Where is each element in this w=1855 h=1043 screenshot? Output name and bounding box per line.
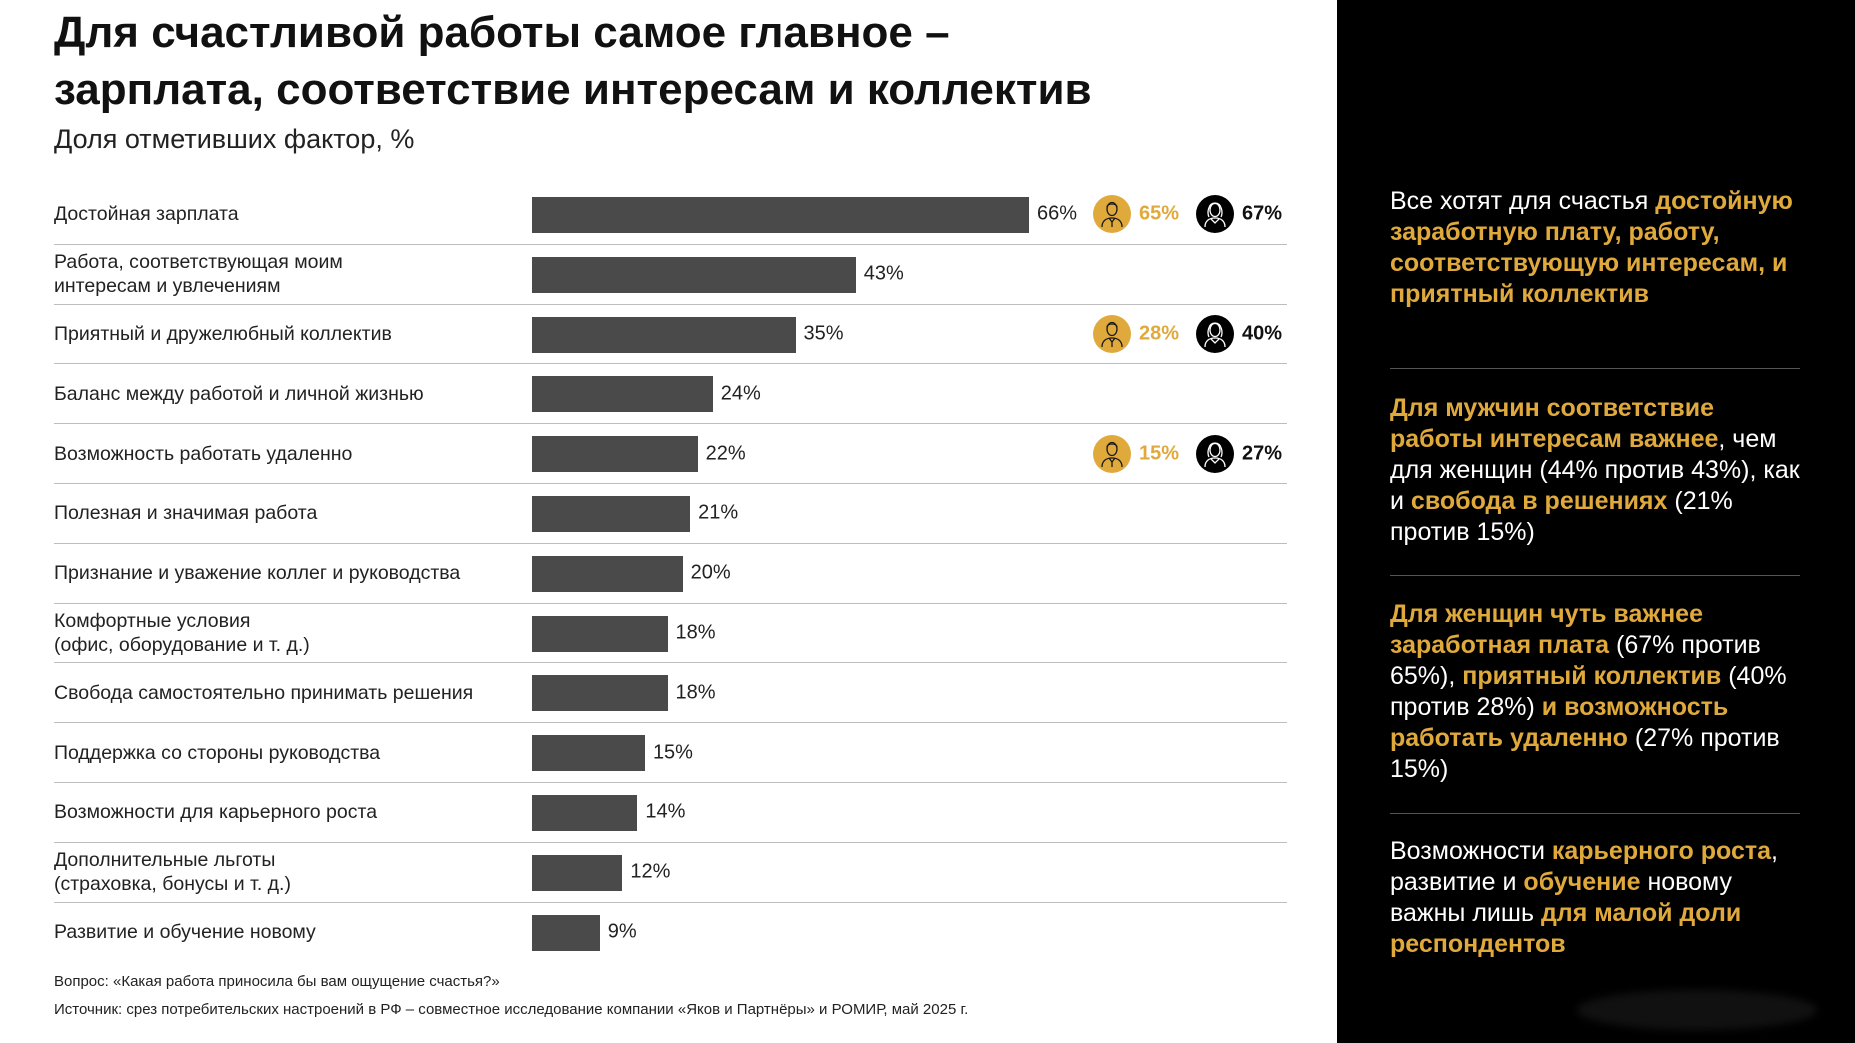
divider xyxy=(1390,813,1800,814)
insight-block-1: Все хотят для счастья достойную заработн… xyxy=(1390,186,1800,310)
highlight-text: карьерного роста xyxy=(1551,837,1772,865)
chart-row: Баланс между работой и личной жизнью 24% xyxy=(54,364,1287,425)
category-label: Работа, соответствующая моим интересам и … xyxy=(54,251,343,298)
highlight-text: приятный коллектив xyxy=(1462,662,1722,690)
insight-block-3: Для женщин чуть важнее заработная плата … xyxy=(1390,599,1800,785)
value-label: 22% xyxy=(705,442,746,465)
redacted-mark xyxy=(1577,990,1817,1030)
highlight-text: Для мужчин соответствие работы интересам… xyxy=(1390,394,1719,453)
category-label: Баланс между работой и личной жизнью xyxy=(54,382,424,405)
footer-source: Источник: срез потребительских настроени… xyxy=(54,1001,969,1018)
chart-row: Работа, соответствующая моим интересам и … xyxy=(54,245,1287,305)
bar xyxy=(532,316,796,353)
women-value: 40% xyxy=(1242,322,1283,345)
chart-row: Достойная зарплата 66% 65% 67% xyxy=(54,185,1287,245)
value-label: 9% xyxy=(607,920,637,943)
category-label: Свобода самостоятельно принимать решения xyxy=(54,681,474,704)
insight-block-2: Для мужчин соответствие работы интересам… xyxy=(1390,393,1800,548)
category-label: Признание и уважение коллег и руководств… xyxy=(54,562,461,585)
chart-row: Возможность работать удаленно 22% 15% 27% xyxy=(54,424,1287,484)
chart-row: Поддержка со стороны руководства 15% xyxy=(54,723,1287,783)
body-text: (40% против 28%) xyxy=(1390,662,1787,721)
category-label: Дополнительные льготы (страховка, бонусы … xyxy=(54,849,291,896)
category-label: Комфортные условия (офис, оборудование и … xyxy=(54,609,310,656)
category-label: Достойная зарплата xyxy=(54,203,239,226)
value-label: 21% xyxy=(698,501,739,524)
insights-panel: Все хотят для счастья достойную заработн… xyxy=(1337,0,1855,1043)
bar-chart: Достойная зарплата 66% 65% 67% Работа, соотв… xyxy=(54,185,1287,962)
body-text: (67% против 65%), xyxy=(1390,631,1761,690)
chart-row: Развитие и обучение новому 9% xyxy=(54,903,1287,963)
body-text: Все хотят для счастья xyxy=(1390,187,1656,215)
highlight-text: Для женщин чуть важнее заработная плата xyxy=(1390,600,1703,659)
bar xyxy=(532,914,600,951)
footer-question: Вопрос: «Какая работа приносила бы вам о… xyxy=(54,973,500,990)
insight-block-4: Возможности карьерного роста, развитие и… xyxy=(1390,836,1800,960)
category-label: Возможности для карьерного роста xyxy=(54,801,378,824)
value-label: 35% xyxy=(803,322,844,345)
category-label: Развитие и обучение новому xyxy=(54,921,316,944)
value-label: 20% xyxy=(690,561,731,584)
women-value: 27% xyxy=(1242,442,1283,465)
bar xyxy=(532,555,683,592)
category-label: Полезная и значимая работа xyxy=(54,502,318,525)
highlight-text: свобода в решениях xyxy=(1410,487,1668,515)
category-label: Поддержка со стороны руководства xyxy=(54,741,381,764)
highlight-text: для малой доли респондентов xyxy=(1390,899,1742,958)
chart-row: Признание и уважение коллег и руководств… xyxy=(54,544,1287,604)
bar xyxy=(532,436,698,473)
body-text: (27% против 15%) xyxy=(1390,724,1780,783)
highlight-text: и возможность работать удаленно xyxy=(1390,693,1729,752)
bar xyxy=(532,854,623,891)
body-text: новому важны лишь xyxy=(1390,868,1733,927)
bar xyxy=(532,197,1029,233)
body-text: , развитие и xyxy=(1390,837,1778,896)
body-text: Возможности xyxy=(1390,837,1552,865)
bar xyxy=(532,675,668,712)
man-icon xyxy=(1093,314,1131,353)
chart-row: Дополнительные льготы (страховка, бонусы … xyxy=(54,843,1287,903)
value-label: 18% xyxy=(675,681,716,704)
body-text: (21% против 15%) xyxy=(1390,487,1733,546)
chart-row: Комфортные условия (офис, оборудование и … xyxy=(54,604,1287,664)
men-value: 28% xyxy=(1139,322,1180,345)
highlight-text: достойную заработную плату, работу, соот… xyxy=(1390,187,1793,308)
woman-icon xyxy=(1196,195,1234,234)
bar xyxy=(532,495,691,532)
title-line-1: Для счастливой работы самое главное – xyxy=(54,8,950,57)
divider xyxy=(1390,368,1800,369)
bar xyxy=(532,376,713,413)
man-icon xyxy=(1093,195,1131,234)
men-value: 65% xyxy=(1139,202,1180,225)
bar xyxy=(532,794,638,831)
men-value: 15% xyxy=(1139,442,1180,465)
man-icon xyxy=(1093,434,1131,473)
value-label: 15% xyxy=(652,741,693,764)
value-label: 66% xyxy=(1036,202,1077,225)
value-label: 43% xyxy=(863,262,904,285)
woman-icon xyxy=(1196,434,1234,473)
chart-subtitle: Доля отметивших фактор, % xyxy=(54,124,415,154)
bar xyxy=(532,735,645,772)
category-label: Возможность работать удаленно xyxy=(54,442,353,465)
chart-row: Приятный и дружелюбный коллектив 35% 28% 40… xyxy=(54,305,1287,365)
page-title: Для счастливой работы самое главное – зар… xyxy=(54,4,1092,118)
value-label: 12% xyxy=(630,860,671,883)
value-label: 14% xyxy=(645,800,686,823)
category-label: Приятный и дружелюбный коллектив xyxy=(54,322,392,345)
title-line-2: зарплата, соответствие интересам и колле… xyxy=(54,65,1092,114)
women-value: 67% xyxy=(1242,202,1283,225)
chart-row: Свобода самостоятельно принимать решения… xyxy=(54,663,1287,724)
chart-row: Возможности для карьерного роста 14% xyxy=(54,783,1287,843)
chart-row: Полезная и значимая работа 21% xyxy=(54,484,1287,544)
highlight-text: обучение xyxy=(1523,868,1641,896)
bar xyxy=(532,256,856,293)
bar xyxy=(532,615,668,652)
value-label: 24% xyxy=(720,382,761,405)
woman-icon xyxy=(1196,314,1234,353)
value-label: 18% xyxy=(675,621,716,644)
divider xyxy=(1390,575,1800,576)
body-text: , чем для женщин (44% против 43%), как и xyxy=(1390,425,1800,515)
